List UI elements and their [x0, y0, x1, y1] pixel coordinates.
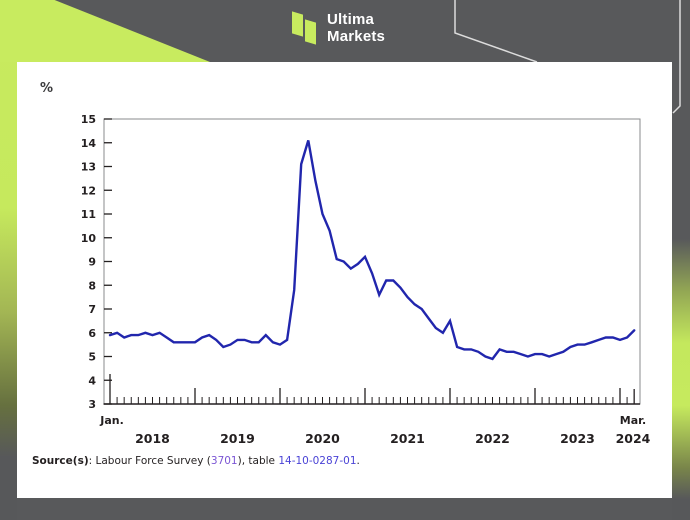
unemployment-rate-line-chart: 3 4 5 6 7 8 9 10 11 12 13 14 15 Jan. Mar. 2018 2019 2020 2…	[81, 113, 651, 446]
y-tick-label: 6	[88, 327, 96, 340]
survey-number-link[interactable]: 3701	[210, 455, 238, 467]
logo: Ultima Markets	[292, 11, 385, 51]
y-tick-label: 8	[88, 279, 96, 292]
x-last-month-label: Mar.	[620, 414, 646, 427]
brand-name-line1: Ultima	[327, 11, 375, 28]
x-year-label: 2024	[616, 431, 651, 446]
table-number-link[interactable]: 14-10-0287-01	[278, 455, 357, 467]
y-tick-label: 11	[81, 208, 96, 221]
source-prefix: Source(s)	[32, 455, 89, 467]
brand-name-line2: Markets	[327, 28, 386, 45]
x-year-label: 2021	[390, 431, 425, 446]
unemployment-rate-series-line	[108, 140, 636, 361]
y-tick-label: 14	[81, 137, 97, 150]
x-year-label: 2020	[305, 431, 340, 446]
chart-panel: % 3 4 5 6 7 8 9 10 11 12 13 14 15 Jan. Mar. 2018 2019 202…	[17, 62, 672, 498]
y-tick-label: 15	[81, 113, 96, 126]
x-year-label: 2018	[135, 431, 170, 446]
brand-name: Ultima Markets	[327, 11, 385, 45]
x-year-label: 2019	[220, 431, 255, 446]
source-note: Source(s): Labour Force Survey (3701), t…	[32, 455, 360, 467]
y-tick-label: 7	[88, 303, 96, 316]
y-tick-label: 9	[88, 256, 96, 269]
y-axis-unit-label: %	[40, 81, 54, 96]
x-year-label: 2022	[475, 431, 510, 446]
ultima-markets-logo-icon	[292, 11, 318, 51]
left-accent-strip	[0, 0, 17, 520]
right-accent-strip	[672, 0, 690, 520]
plot-border	[103, 118, 641, 405]
y-tick-label: 12	[81, 184, 96, 197]
x-year-label: 2023	[560, 431, 595, 446]
y-tick-label: 10	[81, 232, 97, 245]
x-first-month-label: Jan.	[99, 414, 124, 427]
y-tick-label: 5	[88, 351, 96, 364]
y-tick-label: 3	[88, 398, 96, 411]
y-tick-label: 13	[81, 161, 96, 174]
y-tick-label: 4	[88, 374, 96, 387]
